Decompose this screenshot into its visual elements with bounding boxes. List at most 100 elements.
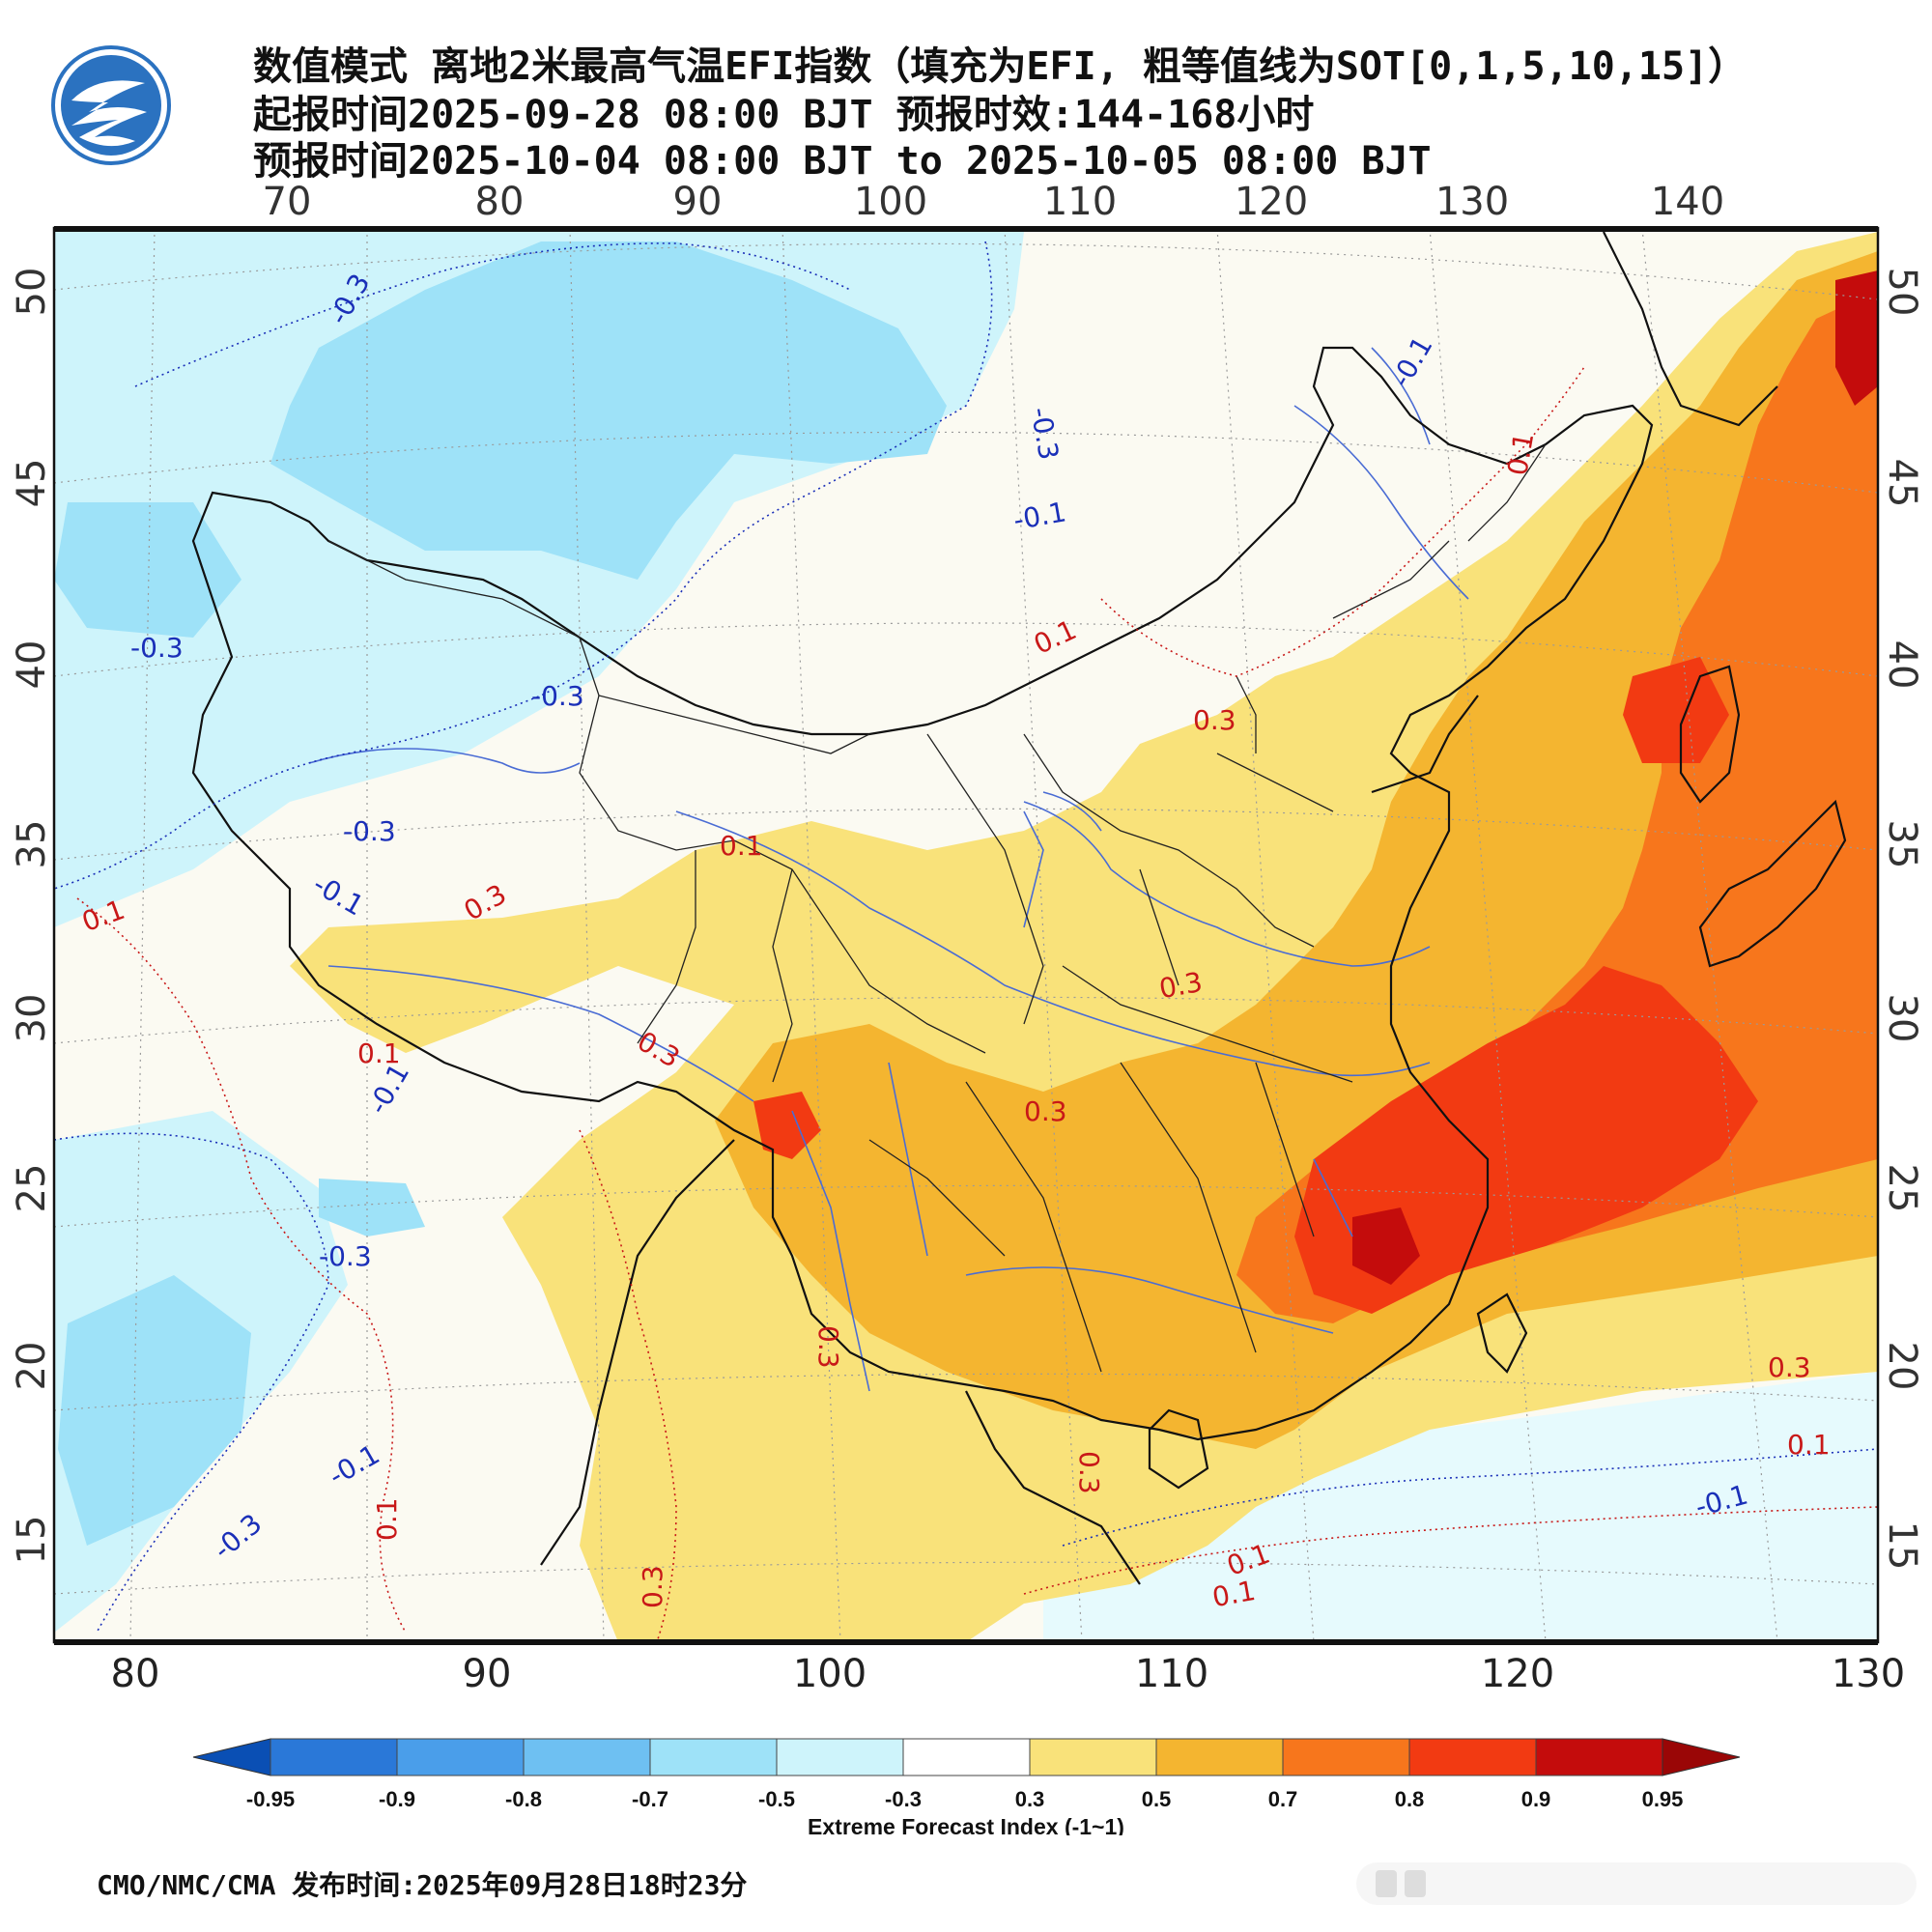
map-fill-layer: -0.3 -0.3 -0.1 -0.3 -0.3 -0.3 -0.1 -0.1 … xyxy=(54,228,1878,1642)
issue-footer: CMO/NMC/CMA 发布时间:2025年09月28日18时23分 xyxy=(97,1869,748,1901)
lat-tick-left: 25 xyxy=(10,1164,54,1213)
contour-label: -0.3 xyxy=(319,1240,372,1272)
contour-label: 0.1 xyxy=(1787,1429,1831,1461)
contour-label: -0.3 xyxy=(343,815,396,847)
lon-tick-top: 70 xyxy=(263,180,312,224)
colorbar-tick-label: 0.5 xyxy=(1142,1787,1172,1811)
contour-label: 0.3 xyxy=(1073,1451,1105,1494)
colorbar-swatch xyxy=(523,1738,651,1776)
warm-core-fujian xyxy=(1352,1208,1420,1285)
lon-tick-top: 90 xyxy=(673,180,723,224)
lat-tick-left: 40 xyxy=(10,640,54,690)
contour-label: 0.3 xyxy=(1768,1351,1811,1383)
right-lat-axis: 50 45 40 35 30 25 20 15 xyxy=(1880,268,1924,1571)
contour-label: 0.1 xyxy=(720,830,763,862)
title-line-1: 数值模式 离地2米最高气温EFI指数（填充为EFI, 粗等值线为SOT[0,1,… xyxy=(253,44,1747,89)
colorbar-swatch xyxy=(776,1738,904,1776)
lat-tick-right: 15 xyxy=(1880,1521,1924,1571)
lon-tick-bottom: 90 xyxy=(463,1652,512,1696)
colorbar: -0.95 -0.9 -0.8 -0.7 -0.5 -0.3 0.3 0.5 0.7 0.8 0.9… xyxy=(192,1738,1741,1835)
lon-tick-bottom: 80 xyxy=(111,1652,160,1696)
lon-tick-bottom: 120 xyxy=(1481,1652,1554,1696)
lat-tick-right: 25 xyxy=(1880,1164,1924,1213)
contour-label: 0.1 xyxy=(371,1497,403,1541)
colorbar-swatch xyxy=(649,1738,778,1776)
lon-tick-top: 110 xyxy=(1043,180,1117,224)
contour-label: 0.1 xyxy=(1501,430,1540,478)
colorbar-tick-label: 0.8 xyxy=(1395,1787,1425,1811)
cma-logo xyxy=(51,45,171,165)
lat-tick-left: 30 xyxy=(10,994,54,1043)
colorbar-swatch xyxy=(270,1738,398,1776)
top-lon-axis: 70 80 90 100 110 120 130 140 xyxy=(263,180,1725,224)
colorbar-swatch xyxy=(396,1738,525,1776)
lat-tick-right: 50 xyxy=(1880,268,1924,317)
colorbar-arrow-low xyxy=(192,1738,271,1776)
warm-core-sakhalin xyxy=(1835,270,1878,406)
colorbar-swatch xyxy=(902,1738,1031,1776)
watermark xyxy=(1356,1862,1917,1905)
colorbar-arrow-high xyxy=(1662,1738,1741,1776)
contour-label: 0.3 xyxy=(1024,1095,1067,1127)
rivers xyxy=(308,347,1469,1392)
colorbar-swatch xyxy=(1282,1738,1410,1776)
lat-tick-right: 45 xyxy=(1880,459,1924,508)
colorbar-title: Extreme Forecast Index (-1~1) xyxy=(808,1814,1124,1835)
lat-tick-left: 35 xyxy=(10,820,54,869)
colorbar-tick-label: -0.9 xyxy=(379,1787,415,1811)
efi-contours xyxy=(54,241,1878,1642)
contour-label: 0.3 xyxy=(1157,966,1206,1005)
title-line-2: 起报时间2025-09-28 08:00 BJT 预报时效:144-168小时 xyxy=(253,93,1315,137)
warm-region-red xyxy=(1294,966,1758,1314)
contour-label: 0.1 xyxy=(1210,1575,1259,1613)
cold-patch-tibet xyxy=(319,1179,425,1236)
lat-tick-left: 50 xyxy=(10,268,54,317)
lon-tick-bottom: 130 xyxy=(1832,1652,1905,1696)
colorbar-tick-label: 0.3 xyxy=(1015,1787,1045,1811)
colorbar-tick-label: -0.5 xyxy=(758,1787,795,1811)
colorbar-labels: -0.95 -0.9 -0.8 -0.7 -0.5 -0.3 0.3 0.5 0.7 0.8 0.9… xyxy=(246,1787,1683,1811)
lon-tick-top: 120 xyxy=(1235,180,1308,224)
colorbar-tick-label: -0.3 xyxy=(885,1787,922,1811)
lon-tick-top: 80 xyxy=(475,180,525,224)
contour-label: -0.3 xyxy=(130,632,184,664)
lon-tick-top: 100 xyxy=(854,180,927,224)
colorbar-tick-label: -0.7 xyxy=(632,1787,668,1811)
colorbar-tick-label: -0.8 xyxy=(505,1787,542,1811)
colorbar-tick-label: 0.95 xyxy=(1642,1787,1684,1811)
warm-region-red-korea xyxy=(1623,657,1729,763)
colorbar-swatch xyxy=(1408,1738,1537,1776)
cold-region-southeast xyxy=(1043,1372,1878,1642)
lat-tick-right: 30 xyxy=(1880,994,1924,1043)
lon-tick-top: 130 xyxy=(1435,180,1509,224)
contour-label: 0.3 xyxy=(637,1565,668,1608)
colorbar-tick-label: -0.95 xyxy=(246,1787,295,1811)
colorbar-swatches xyxy=(192,1738,1741,1776)
contour-label: 0.1 xyxy=(357,1037,401,1069)
colorbar-swatch xyxy=(1155,1738,1284,1776)
graticule xyxy=(54,228,1878,1642)
contour-label: 0.3 xyxy=(812,1325,844,1369)
lat-tick-left: 20 xyxy=(10,1342,54,1391)
cold-core-southwest xyxy=(58,1275,251,1546)
lat-tick-right: 35 xyxy=(1880,820,1924,869)
left-lat-axis: 50 45 40 35 30 25 20 15 xyxy=(10,268,54,1565)
lat-tick-left: 15 xyxy=(10,1516,54,1565)
lat-tick-right: 20 xyxy=(1880,1342,1924,1391)
lat-tick-left: 45 xyxy=(10,459,54,508)
cold-core-mongolia xyxy=(270,242,947,580)
contour-label: -0.3 xyxy=(531,680,584,712)
bottom-lon-axis: 80 90 100 110 120 130 xyxy=(111,1652,1906,1696)
colorbar-swatch xyxy=(1535,1738,1663,1776)
provincial-boundaries xyxy=(327,443,1547,1373)
colorbar-swatch xyxy=(1029,1738,1157,1776)
lon-tick-bottom: 100 xyxy=(793,1652,867,1696)
contour-label: 0.3 xyxy=(1193,704,1236,736)
lon-tick-top: 140 xyxy=(1651,180,1724,224)
colorbar-tick-label: 0.9 xyxy=(1521,1787,1551,1811)
title-line-3: 预报时间2025-10-04 08:00 BJT to 2025-10-05 0… xyxy=(253,139,1432,184)
lon-tick-bottom: 110 xyxy=(1135,1652,1208,1696)
boundaries xyxy=(191,231,1847,1585)
lat-tick-right: 40 xyxy=(1880,640,1924,690)
